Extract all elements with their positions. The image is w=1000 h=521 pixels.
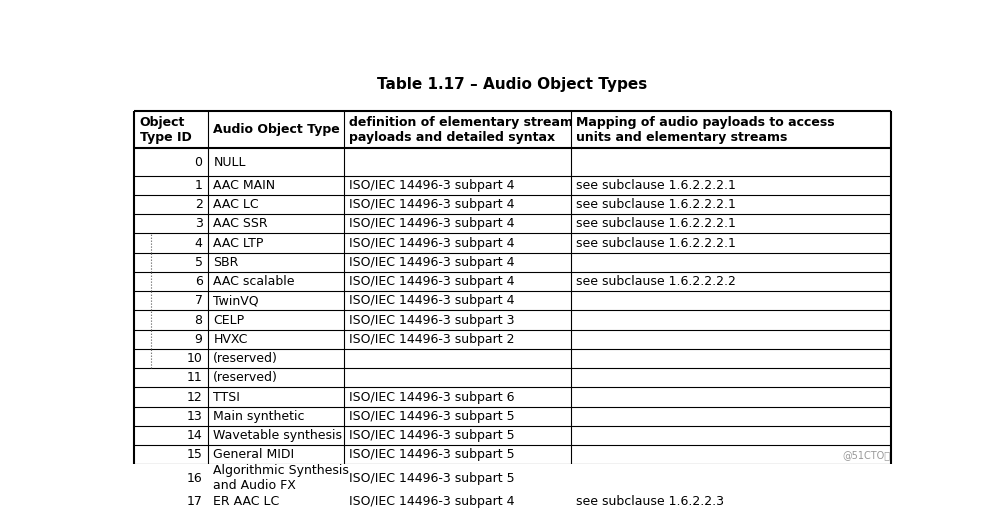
Text: 10: 10 — [187, 352, 202, 365]
Text: 7: 7 — [194, 294, 202, 307]
Text: ISO/IEC 14496-3 subpart 4: ISO/IEC 14496-3 subpart 4 — [349, 237, 514, 250]
Text: AAC LC: AAC LC — [213, 198, 259, 211]
Text: 11: 11 — [187, 371, 202, 384]
Text: Audio Object Type: Audio Object Type — [213, 123, 340, 137]
Text: ISO/IEC 14496-3 subpart 2: ISO/IEC 14496-3 subpart 2 — [349, 333, 514, 346]
Text: 4: 4 — [195, 237, 202, 250]
Text: see subclause 1.6.2.2.2.2: see subclause 1.6.2.2.2.2 — [576, 275, 736, 288]
Text: see subclause 1.6.2.2.2.1: see subclause 1.6.2.2.2.1 — [576, 198, 736, 211]
Text: General MIDI: General MIDI — [213, 449, 294, 462]
Text: ISO/IEC 14496-3 subpart 3: ISO/IEC 14496-3 subpart 3 — [349, 314, 514, 327]
Text: ISO/IEC 14496-3 subpart 4: ISO/IEC 14496-3 subpart 4 — [349, 256, 514, 269]
Text: NULL: NULL — [213, 155, 246, 168]
Text: ISO/IEC 14496-3 subpart 5: ISO/IEC 14496-3 subpart 5 — [349, 472, 515, 485]
Text: 8: 8 — [194, 314, 202, 327]
Text: (reserved): (reserved) — [213, 352, 278, 365]
Text: ISO/IEC 14496-3 subpart 5: ISO/IEC 14496-3 subpart 5 — [349, 429, 515, 442]
Text: TwinVQ: TwinVQ — [213, 294, 259, 307]
Text: 9: 9 — [195, 333, 202, 346]
Text: Algorithmic Synthesis
and Audio FX: Algorithmic Synthesis and Audio FX — [213, 464, 349, 492]
Text: see subclause 1.6.2.2.2.1: see subclause 1.6.2.2.2.1 — [576, 237, 736, 250]
Text: see subclause 1.6.2.2.2.1: see subclause 1.6.2.2.2.1 — [576, 217, 736, 230]
Text: SBR: SBR — [213, 256, 239, 269]
Text: ER AAC LC: ER AAC LC — [213, 495, 280, 508]
Text: 17: 17 — [187, 495, 202, 508]
Text: 0: 0 — [194, 155, 202, 168]
Text: definition of elementary stream
payloads and detailed syntax: definition of elementary stream payloads… — [349, 116, 573, 144]
Text: ISO/IEC 14496-3 subpart 4: ISO/IEC 14496-3 subpart 4 — [349, 275, 514, 288]
Text: CELP: CELP — [213, 314, 244, 327]
Text: ISO/IEC 14496-3 subpart 4: ISO/IEC 14496-3 subpart 4 — [349, 198, 514, 211]
Text: AAC MAIN: AAC MAIN — [213, 179, 275, 192]
Text: Mapping of audio payloads to access
units and elementary streams: Mapping of audio payloads to access unit… — [576, 116, 835, 144]
Text: ISO/IEC 14496-3 subpart 5: ISO/IEC 14496-3 subpart 5 — [349, 410, 515, 423]
Text: AAC scalable: AAC scalable — [213, 275, 295, 288]
Text: 16: 16 — [187, 472, 202, 485]
Text: 14: 14 — [187, 429, 202, 442]
Text: see subclause 1.6.2.2.2.1: see subclause 1.6.2.2.2.1 — [576, 179, 736, 192]
Text: 15: 15 — [187, 449, 202, 462]
Text: ISO/IEC 14496-3 subpart 6: ISO/IEC 14496-3 subpart 6 — [349, 391, 514, 404]
Text: 1: 1 — [195, 179, 202, 192]
Text: ISO/IEC 14496-3 subpart 4: ISO/IEC 14496-3 subpart 4 — [349, 217, 514, 230]
Text: ISO/IEC 14496-3 subpart 4: ISO/IEC 14496-3 subpart 4 — [349, 179, 514, 192]
Text: 13: 13 — [187, 410, 202, 423]
Text: 12: 12 — [187, 391, 202, 404]
Text: ISO/IEC 14496-3 subpart 4: ISO/IEC 14496-3 subpart 4 — [349, 294, 514, 307]
Text: see subclause 1.6.2.2.3: see subclause 1.6.2.2.3 — [576, 495, 724, 508]
Text: ISO/IEC 14496-3 subpart 5: ISO/IEC 14496-3 subpart 5 — [349, 449, 515, 462]
Text: HVXC: HVXC — [213, 333, 248, 346]
Text: Wavetable synthesis: Wavetable synthesis — [213, 429, 342, 442]
Text: AAC LTP: AAC LTP — [213, 237, 264, 250]
Text: Main synthetic: Main synthetic — [213, 410, 305, 423]
Text: TTSI: TTSI — [213, 391, 240, 404]
Text: 2: 2 — [195, 198, 202, 211]
Text: 5: 5 — [194, 256, 202, 269]
Text: (reserved): (reserved) — [213, 371, 278, 384]
Text: Table 1.17 – Audio Object Types: Table 1.17 – Audio Object Types — [377, 77, 648, 92]
Text: 3: 3 — [195, 217, 202, 230]
Text: AAC SSR: AAC SSR — [213, 217, 268, 230]
Text: 6: 6 — [195, 275, 202, 288]
Text: Object
Type ID: Object Type ID — [140, 116, 191, 144]
Text: @51CTO博: @51CTO博 — [843, 450, 891, 460]
Text: ISO/IEC 14496-3 subpart 4: ISO/IEC 14496-3 subpart 4 — [349, 495, 514, 508]
